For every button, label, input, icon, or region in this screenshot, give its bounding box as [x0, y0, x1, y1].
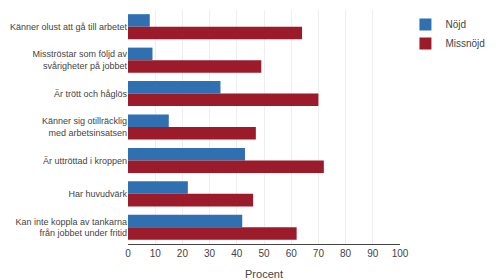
svg-text:0: 0 [125, 248, 131, 259]
svg-text:10: 10 [150, 248, 162, 259]
svg-text:Är uttröttad i kroppen: Är uttröttad i kroppen [43, 156, 127, 166]
svg-text:Är trött och håglös: Är trött och håglös [54, 89, 128, 99]
svg-text:50: 50 [258, 248, 270, 259]
svg-text:60: 60 [286, 248, 298, 259]
svg-text:20: 20 [177, 248, 189, 259]
svg-text:100: 100 [392, 248, 409, 259]
svg-text:40: 40 [231, 248, 243, 259]
svg-text:90: 90 [367, 248, 379, 259]
svg-text:80: 80 [340, 248, 352, 259]
svg-text:Känner sig otillräckligmed arb: Känner sig otillräckligmed arbetsinsatse… [42, 116, 127, 138]
svg-text:Nöjd: Nöjd [445, 19, 466, 30]
svg-text:70: 70 [313, 248, 325, 259]
svg-text:30: 30 [204, 248, 216, 259]
svg-text:Kan inte koppla av tankarnafrå: Kan inte koppla av tankarnafrån jobbet u… [15, 217, 127, 239]
svg-text:Missnöjd: Missnöjd [445, 38, 484, 49]
svg-text:Misströstar som följd avsvårig: Misströstar som följd avsvårigheter på j… [32, 49, 127, 71]
svg-text:Har huvudvärk: Har huvudvärk [68, 189, 127, 199]
svg-text:Procent: Procent [245, 268, 283, 280]
svg-text:Känner olust att gå till arbet: Känner olust att gå till arbetet [10, 22, 128, 32]
